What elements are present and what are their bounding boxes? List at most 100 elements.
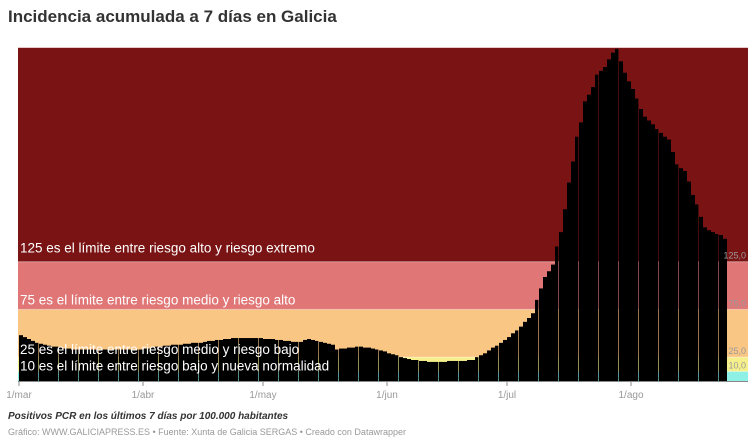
bar [143,348,147,381]
bar [623,72,627,381]
bar [99,349,103,381]
x-tick-label: 1/ago [618,390,643,401]
bar [611,52,615,382]
bar [23,337,27,381]
band-value-label: 25,0 [728,346,746,356]
bar [539,288,543,381]
bar [531,313,535,381]
bar [575,136,579,381]
bar [235,338,239,381]
bar [567,182,571,381]
bar [239,338,243,381]
bar [683,171,687,381]
bar [179,344,183,381]
bar [279,339,283,381]
bar [59,347,63,381]
bar [283,340,287,381]
bar [419,360,423,381]
bar [323,342,327,381]
bar [259,338,263,381]
bar [147,348,151,381]
chart-note: Positivos PCR en los últimos 7 días por … [8,411,289,422]
bar [703,227,707,381]
bar [47,345,51,381]
bar [111,349,115,381]
bar [359,346,363,381]
bar [35,342,39,381]
bar [139,349,143,381]
bar [351,347,355,381]
bar [447,360,451,381]
bar [599,70,603,381]
bar [427,361,431,381]
bar [79,349,83,381]
bar [55,346,59,381]
bar [695,204,699,381]
bar [135,349,139,381]
bar [19,335,23,381]
bar [255,338,259,381]
bar [123,349,127,381]
bar [227,339,231,381]
bar [151,347,155,381]
annotations: 125 es el límite entre riesgo alto y rie… [20,241,329,374]
bar [455,360,459,381]
bar [647,120,651,381]
annotation: 10 es el límite entre riesgo bajo y nuev… [20,358,329,373]
bar [271,339,275,381]
bar [643,116,647,382]
bar [295,341,299,381]
bar [183,343,187,381]
bar [191,342,195,381]
bar [399,357,403,381]
bar [131,349,135,381]
bar [471,360,475,381]
bar [715,234,719,381]
bar [507,337,511,381]
bar [159,346,163,381]
bar [251,338,255,381]
bar [459,360,463,381]
bar [391,354,395,381]
bar [363,347,367,381]
bar [527,318,531,381]
bar [343,348,347,381]
x-axis: 1/mar 1/abr 1/may 1/jun 1/jul 1/ago [6,381,748,401]
bar [475,357,479,381]
bar [311,339,315,381]
bar [495,345,499,381]
bar [403,358,407,381]
bar [275,339,279,381]
bar [639,109,643,382]
bar [511,333,515,381]
bar [519,326,523,381]
risk-band [18,47,748,262]
bar [171,344,175,381]
bar [659,132,663,381]
bar [671,151,675,381]
bar [543,276,547,381]
bar [267,339,271,381]
bar [679,168,683,381]
bar [719,234,723,381]
x-tick-label: 1/mar [6,390,32,401]
bar [487,350,491,381]
bar [107,349,111,381]
bar [387,353,391,381]
bar [607,59,611,382]
bar [75,349,79,381]
bar [595,74,599,381]
bar [203,341,207,381]
bar [43,344,47,381]
bar [367,347,371,381]
bar [415,360,419,381]
bar [635,98,639,381]
bar [247,338,251,381]
bar [515,330,519,381]
bar [167,345,171,381]
bar [503,339,507,381]
bars [19,48,727,382]
bar [667,139,671,381]
bar [707,230,711,381]
bar [379,350,383,381]
